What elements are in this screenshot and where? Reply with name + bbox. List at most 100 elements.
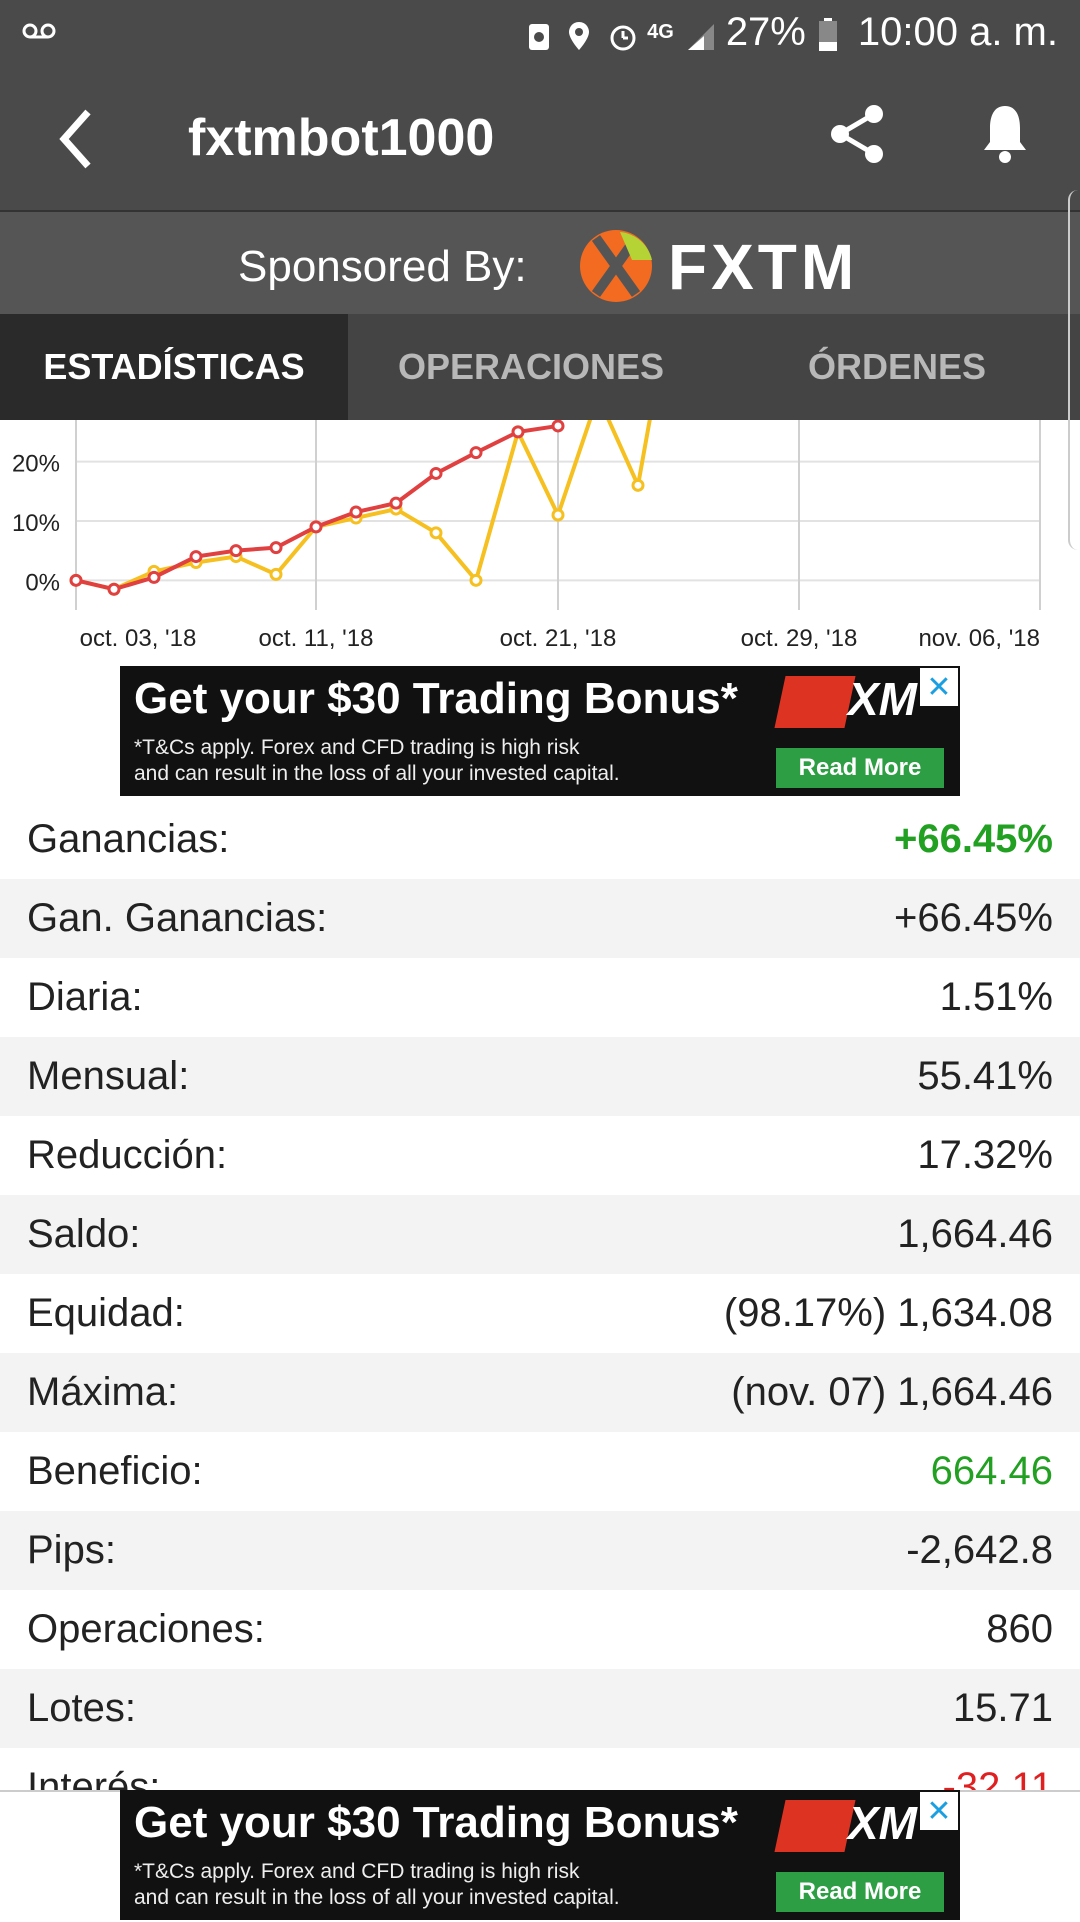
x-tick-label: oct. 29, '18 — [741, 625, 858, 652]
data-point — [351, 507, 361, 517]
stat-label: Saldo: — [27, 1212, 140, 1257]
stat-row: Ganancias: +66.45% — [0, 800, 1080, 879]
scroll-indicator — [1068, 190, 1080, 550]
ad-close-icon[interactable]: ✕ — [920, 668, 958, 706]
tab-estadisticas[interactable]: ESTADÍSTICAS — [0, 314, 348, 420]
ad-read-more-button[interactable]: Read More — [776, 748, 944, 788]
stats-list: Ganancias: +66.45% Gan. Ganancias: +66.45% D… — [0, 800, 1080, 1827]
stat-row: Operaciones: 860 — [0, 1590, 1080, 1669]
ad-headline: Get your $30 Trading Bonus* — [134, 1798, 738, 1848]
x-tick-label: oct. 21, '18 — [500, 625, 617, 652]
status-bar: 4G 27% 10:00 a. m. — [0, 0, 1080, 66]
app-bar: fxtmbot1000 — [0, 66, 1080, 210]
data-point — [553, 510, 563, 520]
ad-read-more-button[interactable]: Read More — [776, 1872, 944, 1912]
data-point — [109, 584, 119, 594]
stat-label: Operaciones: — [27, 1607, 265, 1652]
y-tick-label: 10% — [12, 510, 60, 537]
stat-row: Beneficio: 664.46 — [0, 1432, 1080, 1511]
ad-disclaimer-2: and can result in the loss of all your i… — [134, 762, 620, 786]
stat-label: Mensual: — [27, 1054, 189, 1099]
location-icon — [567, 17, 595, 49]
stat-row: Diaria: 1.51% — [0, 958, 1080, 1037]
stat-value: 1,664.46 — [897, 1212, 1053, 1257]
stat-label: Equidad: — [27, 1291, 185, 1336]
network-type: 4G — [647, 21, 674, 44]
data-point — [271, 569, 281, 579]
x-tick-label: oct. 11, '18 — [259, 625, 374, 652]
data-point — [553, 421, 563, 431]
ad-close-icon[interactable]: ✕ — [920, 1792, 958, 1830]
battery-percent: 27% — [726, 10, 806, 55]
xm-logo-icon: XM — [780, 1796, 940, 1856]
battery-icon — [818, 17, 846, 49]
data-point — [431, 528, 441, 538]
data-point — [311, 522, 321, 532]
voicemail-icon — [22, 14, 56, 48]
stat-value: -2,642.8 — [906, 1528, 1053, 1573]
data-point — [71, 575, 81, 585]
stat-label: Pips: — [27, 1528, 116, 1573]
stat-value: 15.71 — [953, 1686, 1053, 1731]
stat-row: Saldo: 1,664.46 — [0, 1195, 1080, 1274]
ad-disclaimer-2: and can result in the loss of all your i… — [134, 1886, 620, 1910]
stat-value: +66.45% — [894, 817, 1053, 862]
nfc-icon — [527, 17, 555, 49]
ad-banner-bottom[interactable]: Get your $30 Trading Bonus* *T&Cs apply.… — [120, 1790, 960, 1920]
stat-value: 664.46 — [931, 1449, 1053, 1494]
stat-label: Máxima: — [27, 1370, 178, 1415]
data-point — [231, 546, 241, 556]
stat-value: 1.51% — [940, 975, 1053, 1020]
stat-value: (nov. 07) 1,664.46 — [731, 1370, 1053, 1415]
stat-row: Pips: -2,642.8 — [0, 1511, 1080, 1590]
data-point — [513, 427, 523, 437]
clock: 10:00 a. m. — [858, 10, 1058, 55]
stat-row: Equidad: (98.17%) 1,634.08 — [0, 1274, 1080, 1353]
y-tick-label: 20% — [12, 451, 60, 478]
stat-value: (98.17%) 1,634.08 — [724, 1291, 1053, 1336]
ad-disclaimer-1: *T&Cs apply. Forex and CFD trading is hi… — [134, 1860, 579, 1884]
stat-label: Ganancias: — [27, 817, 229, 862]
stat-row: Gan. Ganancias: +66.45% — [0, 879, 1080, 958]
share-icon[interactable] — [826, 102, 890, 166]
growth-chart: 20% 10% 0% oct. 03, '18 oct. 11, '18 oct. 21,… — [0, 420, 1080, 662]
stat-value: +66.45% — [894, 896, 1053, 941]
data-point — [471, 448, 481, 458]
data-point — [471, 575, 481, 585]
bell-icon[interactable] — [980, 102, 1030, 166]
x-tick-label: oct. 03, '18 — [80, 625, 197, 652]
xm-logo-icon: XM — [780, 672, 940, 732]
data-point — [149, 572, 159, 582]
stat-label: Beneficio: — [27, 1449, 203, 1494]
ad-banner-top[interactable]: Get your $30 Trading Bonus* *T&Cs apply.… — [120, 666, 960, 796]
stat-value: 860 — [986, 1607, 1053, 1652]
fxtm-logo-icon — [576, 226, 656, 306]
stat-label: Gan. Ganancias: — [27, 896, 327, 941]
x-tick-label: nov. 06, '18 — [918, 625, 1040, 652]
stat-row: Reducción: 17.32% — [0, 1116, 1080, 1195]
stat-label: Diaria: — [27, 975, 143, 1020]
page-title: fxtmbot1000 — [188, 108, 494, 168]
tab-operaciones[interactable]: OPERACIONES — [348, 314, 714, 420]
alarm-icon — [607, 17, 635, 49]
y-tick-label: 0% — [25, 569, 60, 596]
stat-row: Mensual: 55.41% — [0, 1037, 1080, 1116]
signal-icon — [686, 17, 714, 49]
stat-label: Lotes: — [27, 1686, 136, 1731]
sponsor-brand: FXTM — [668, 230, 858, 304]
back-arrow-icon[interactable] — [50, 104, 110, 174]
data-point — [391, 498, 401, 508]
data-point — [271, 543, 281, 553]
stat-label: Reducción: — [27, 1133, 227, 1178]
ad-headline: Get your $30 Trading Bonus* — [134, 674, 738, 724]
sponsor-label: Sponsored By: — [238, 242, 527, 292]
data-point — [191, 552, 201, 562]
stat-value: 17.32% — [917, 1133, 1053, 1178]
stat-row: Máxima: (nov. 07) 1,664.46 — [0, 1353, 1080, 1432]
tab-ordenes[interactable]: ÓRDENES — [714, 314, 1080, 420]
tab-bar: ESTADÍSTICAS OPERACIONES ÓRDENES — [0, 314, 1080, 420]
data-point — [431, 468, 441, 478]
stat-value: 55.41% — [917, 1054, 1053, 1099]
series-line — [76, 420, 654, 589]
sponsor-banner[interactable]: Sponsored By: FXTM — [0, 210, 1080, 316]
